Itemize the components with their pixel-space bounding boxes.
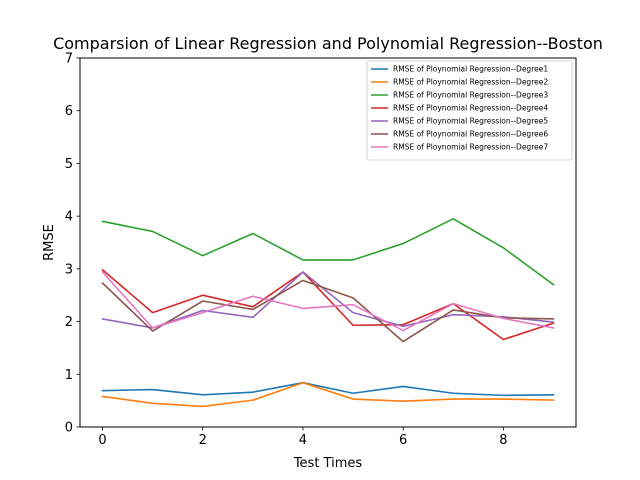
plot-area: [101, 217, 555, 408]
chart-title: Comparsion of Linear Regression and Poly…: [53, 34, 603, 53]
y-tick-label: 1: [65, 368, 73, 383]
series-line-degree3: [101, 217, 555, 286]
x-tick-label: 6: [399, 433, 407, 448]
x-axis-label: Test Times: [293, 456, 363, 471]
series-line-degree6: [101, 279, 555, 343]
x-tick-label: 0: [98, 433, 106, 448]
legend-box: [366, 60, 573, 161]
x-tick-label: 4: [299, 433, 307, 448]
legend-entry-label: RMSE of Ploynomial Regression--Degree3: [393, 91, 548, 100]
y-tick-label: 3: [65, 262, 73, 277]
y-tick-label: 0: [65, 421, 73, 436]
legend-entry-label: RMSE of Ploynomial Regression--Degree6: [393, 130, 548, 139]
series-line-degree2: [101, 381, 555, 408]
x-tick-label: 8: [499, 433, 507, 448]
legend-entry-label: RMSE of Ploynomial Regression--Degree1: [393, 65, 548, 74]
y-axis-label: RMSE: [42, 224, 57, 261]
y-tick-label: 5: [65, 157, 73, 172]
series-line-degree1: [101, 381, 555, 397]
legend-entry-label: RMSE of Ploynomial Regression--Degree2: [393, 78, 548, 87]
x-tick-label: 2: [199, 433, 207, 448]
plot-frame: [79, 57, 577, 428]
legend: RMSE of Ploynomial Regression--Degree1 RM…: [366, 60, 573, 161]
legend-entry-label: RMSE of Ploynomial Regression--Degree4: [393, 104, 548, 113]
series-line-degree5: [101, 271, 555, 329]
y-tick-label: 7: [65, 52, 73, 67]
legend-entry-label: RMSE of Ploynomial Regression--Degree7: [393, 143, 548, 152]
y-tick-label: 6: [65, 104, 73, 119]
series-line-degree7: [101, 270, 555, 332]
y-tick-label: 2: [65, 315, 73, 330]
legend-entry-label: RMSE of Ploynomial Regression--Degree5: [393, 117, 548, 126]
y-tick-label: 4: [65, 210, 73, 225]
series-line-degree4: [101, 268, 555, 341]
